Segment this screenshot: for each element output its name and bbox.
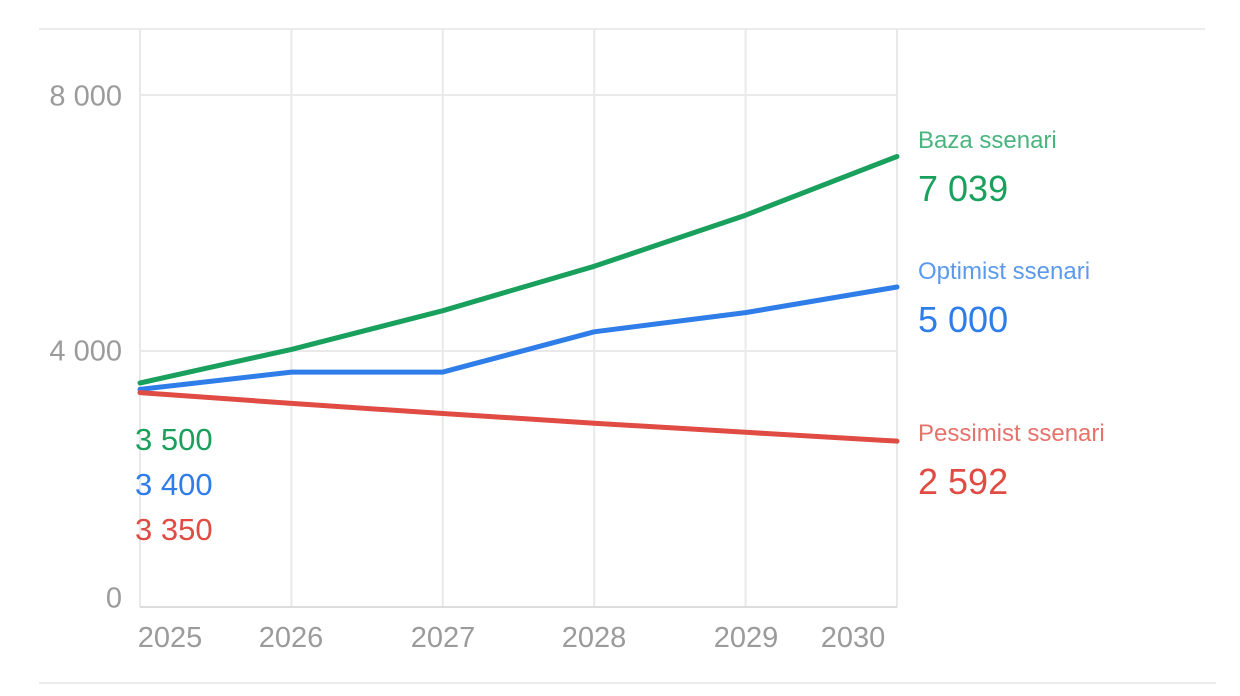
x-tick-2025: 2025	[137, 622, 203, 654]
legend-pessimist-name: Pessimist ssenari	[918, 420, 1105, 447]
x-tick-2030: 2030	[820, 622, 886, 654]
x-tick-2026: 2026	[258, 622, 324, 654]
legend-pessimist: Pessimist ssenari 2 592	[918, 420, 1105, 501]
legend-baza: Baza ssenari 7 039	[918, 127, 1057, 208]
legend-optimist-value: 5 000	[918, 298, 1009, 340]
legend-optimist-name: Optimist ssenari	[918, 258, 1091, 285]
legend-baza-name: Baza ssenari	[918, 127, 1057, 154]
x-tick-2027: 2027	[410, 622, 476, 654]
legend-baza-value: 7 039	[918, 167, 1009, 209]
top-frame-line	[39, 28, 1205, 30]
legend-pessimist-value: 2 592	[918, 460, 1009, 502]
x-tick-2029: 2029	[713, 622, 779, 654]
bottom-separator-line	[39, 682, 1216, 684]
y-tick-8000: 8 000	[49, 80, 122, 113]
start-value-baza: 3 500	[135, 422, 213, 457]
x-tick-2028: 2028	[561, 622, 627, 654]
start-value-optimist: 3 400	[135, 467, 213, 502]
y-tick-4000: 4 000	[49, 335, 122, 368]
start-value-pessimist: 3 350	[135, 512, 213, 547]
y-tick-0: 0	[105, 582, 122, 615]
legend-optimist: Optimist ssenari 5 000	[918, 258, 1090, 339]
